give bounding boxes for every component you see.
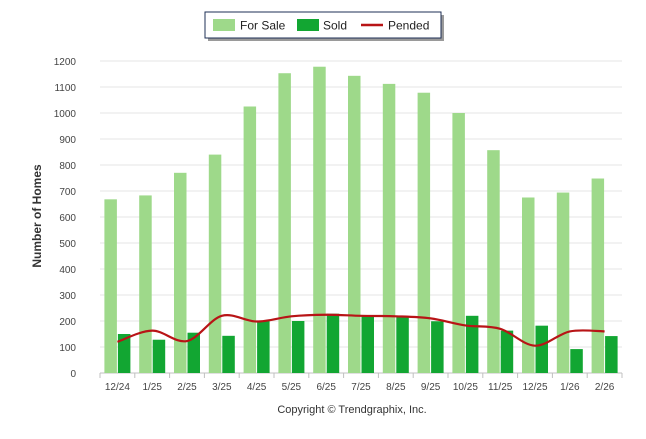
y-tick-label: 900 (59, 135, 76, 146)
y-tick-label: 500 (59, 239, 76, 250)
legend: For Sale Sold Pended (204, 11, 444, 41)
line-layer (117, 313, 605, 347)
x-tick-label: 8/25 (386, 382, 406, 393)
bar-sold (291, 321, 305, 373)
bar-for-sale (382, 83, 396, 373)
y-tick-label: 400 (59, 265, 76, 276)
y-tick-label: 1000 (54, 109, 77, 120)
x-tick-label: 2/26 (595, 382, 615, 393)
bar-layer (104, 66, 618, 373)
bar-for-sale (243, 106, 257, 373)
y-tick-label: 0 (70, 369, 76, 380)
x-tick-label: 10/25 (453, 382, 478, 393)
bar-sold (465, 315, 479, 373)
bar-sold (222, 335, 235, 373)
bar-sold (500, 330, 514, 373)
bar-for-sale (278, 73, 291, 373)
x-tick-label: 6/25 (316, 382, 336, 393)
bar-for-sale (348, 75, 361, 373)
x-tick-label: 1/26 (560, 382, 580, 393)
y-axis-label: Number of Homes (30, 164, 44, 268)
bar-sold (605, 336, 618, 373)
bar-for-sale (208, 154, 222, 373)
bar-sold (431, 321, 444, 373)
x-tick-label: 7/25 (351, 382, 371, 393)
x-tick-label: 12/25 (522, 382, 547, 393)
y-tick-label: 600 (59, 213, 76, 224)
y-tick-label: 200 (59, 317, 76, 328)
bar-for-sale (487, 150, 500, 373)
bar-sold (152, 339, 166, 373)
bar-sold (326, 313, 340, 373)
x-tick-label: 2/25 (177, 382, 197, 393)
bar-for-sale (139, 195, 152, 373)
grid-layer (100, 60, 622, 348)
bar-sold (117, 334, 131, 373)
bar-for-sale (313, 66, 326, 373)
bar-for-sale (591, 178, 605, 373)
bar-sold (396, 316, 409, 373)
bar-sold (535, 325, 548, 373)
line-pended (117, 313, 605, 347)
x-tick-label: 11/25 (488, 382, 513, 393)
bar-for-sale (556, 192, 570, 373)
x-tick-label: 1/25 (142, 382, 162, 393)
legend-swatch-for-sale (213, 19, 235, 31)
bar-sold (361, 315, 374, 373)
x-tick-label: 12/24 (105, 382, 130, 393)
legend-box (204, 11, 442, 39)
legend-swatch-sold (297, 19, 319, 31)
y-tick-label: 700 (59, 187, 76, 198)
axis-layer: 0 100 200 300 400 500 600 700 800 900 1000 1100 1200… (54, 57, 623, 393)
bar-sold (187, 332, 200, 373)
legend-label-for-sale: For Sale (240, 19, 286, 33)
x-tick-label: 9/25 (421, 382, 441, 393)
legend-label-sold: Sold (323, 19, 347, 33)
bar-for-sale (174, 172, 187, 373)
x-tick-label: 3/25 (212, 382, 232, 393)
copyright-footer: Copyright © Trendgraphix, Inc. (277, 404, 426, 416)
y-tick-label: 1200 (54, 57, 77, 68)
bar-sold (257, 320, 270, 373)
bar-for-sale (522, 197, 535, 373)
x-tick-label: 5/25 (282, 382, 302, 393)
bar-for-sale (417, 92, 431, 373)
y-tick-label: 300 (59, 291, 76, 302)
bar-sold (570, 349, 583, 373)
x-tick-label: 4/25 (247, 382, 267, 393)
bar-for-sale (104, 199, 117, 373)
legend-label-pended: Pended (388, 19, 429, 33)
y-tick-label: 800 (59, 161, 76, 172)
y-tick-label: 1100 (54, 83, 76, 94)
y-tick-label: 100 (59, 343, 76, 354)
bar-for-sale (452, 113, 465, 373)
